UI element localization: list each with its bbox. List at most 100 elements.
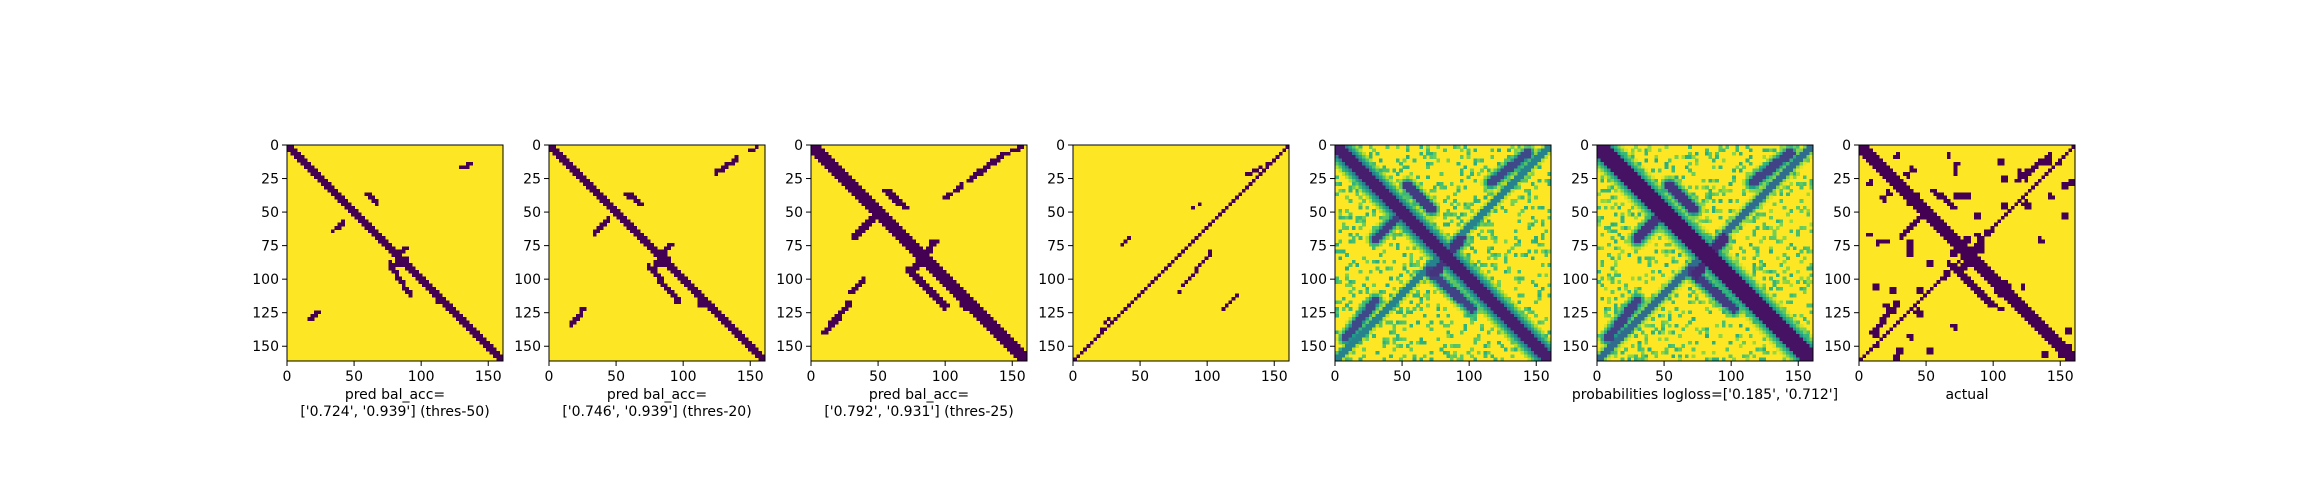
y-tick-label: 75 xyxy=(523,239,541,255)
heatmap-cells xyxy=(1859,145,2076,362)
y-tick-label: 150 xyxy=(776,339,803,355)
y-tick-label: 25 xyxy=(1571,172,1589,188)
panel-caption: pred bal_acc= xyxy=(345,387,445,403)
y-tick-label: 0 xyxy=(532,138,541,154)
y-tick-label: 75 xyxy=(785,239,803,255)
x-tick-label: 100 xyxy=(408,369,435,385)
x-tick-label: 0 xyxy=(1855,369,1864,385)
x-tick-label: 150 xyxy=(1261,369,1288,385)
heatmap-cells xyxy=(1597,145,1814,362)
y-tick-label: 125 xyxy=(1300,306,1327,322)
y-tick-label: 0 xyxy=(1056,138,1065,154)
y-tick-label: 150 xyxy=(1562,339,1589,355)
y-tick-label: 100 xyxy=(1562,272,1589,288)
x-tick-label: 50 xyxy=(607,369,625,385)
x-tick-label: 0 xyxy=(1593,369,1602,385)
x-tick-label: 100 xyxy=(1980,369,2007,385)
y-tick-label: 75 xyxy=(1309,239,1327,255)
panel-caption: pred bal_acc= xyxy=(607,387,707,403)
y-tick-label: 25 xyxy=(1309,172,1327,188)
y-tick-label: 125 xyxy=(514,306,541,322)
y-tick-label: 100 xyxy=(1038,272,1065,288)
y-tick-label: 125 xyxy=(1562,306,1589,322)
x-tick-label: 150 xyxy=(999,369,1026,385)
axes-frame xyxy=(1596,144,1814,362)
heatmap-cells xyxy=(1073,145,1290,362)
axes-frame xyxy=(548,144,766,362)
x-tick-label: 50 xyxy=(1917,369,1935,385)
y-tick-label: 0 xyxy=(1318,138,1327,154)
x-tick-label: 150 xyxy=(1523,369,1550,385)
y-tick-label: 25 xyxy=(261,172,279,188)
x-tick-label: 0 xyxy=(1331,369,1340,385)
x-tick-label: 150 xyxy=(1785,369,1812,385)
y-tick-label: 125 xyxy=(1824,306,1851,322)
panel-caption: actual xyxy=(1945,387,1988,403)
x-tick-label: 50 xyxy=(1131,369,1149,385)
y-tick-label: 50 xyxy=(261,205,279,221)
panel-caption: ['0.792', '0.931'] (thres-25) xyxy=(824,404,1013,420)
axes-frame xyxy=(1334,144,1552,362)
y-tick-label: 125 xyxy=(1038,306,1065,322)
y-tick-label: 75 xyxy=(1833,239,1851,255)
x-tick-label: 50 xyxy=(869,369,887,385)
heatmap-cells xyxy=(287,145,504,362)
y-tick-label: 100 xyxy=(252,272,279,288)
x-tick-label: 0 xyxy=(283,369,292,385)
y-tick-label: 125 xyxy=(776,306,803,322)
y-tick-label: 125 xyxy=(252,306,279,322)
panel-caption: ['0.746', '0.939'] (thres-20) xyxy=(562,404,751,420)
y-tick-label: 75 xyxy=(261,239,279,255)
y-tick-label: 100 xyxy=(1300,272,1327,288)
y-tick-label: 0 xyxy=(1842,138,1851,154)
y-tick-label: 150 xyxy=(1300,339,1327,355)
x-tick-label: 50 xyxy=(345,369,363,385)
x-tick-label: 150 xyxy=(475,369,502,385)
x-tick-label: 100 xyxy=(1718,369,1745,385)
y-tick-label: 100 xyxy=(776,272,803,288)
y-tick-label: 100 xyxy=(514,272,541,288)
axes-frame xyxy=(810,144,1028,362)
y-tick-label: 150 xyxy=(1038,339,1065,355)
y-tick-label: 150 xyxy=(252,339,279,355)
heatmap-cells xyxy=(811,145,1028,362)
x-tick-label: 100 xyxy=(670,369,697,385)
x-tick-label: 150 xyxy=(2047,369,2074,385)
y-tick-label: 50 xyxy=(1309,205,1327,221)
y-tick-label: 150 xyxy=(514,339,541,355)
y-tick-label: 50 xyxy=(1833,205,1851,221)
y-tick-label: 0 xyxy=(270,138,279,154)
axes-frame xyxy=(1072,144,1290,362)
y-tick-label: 0 xyxy=(1580,138,1589,154)
x-tick-label: 150 xyxy=(737,369,764,385)
y-tick-label: 75 xyxy=(1571,239,1589,255)
y-tick-label: 50 xyxy=(785,205,803,221)
x-tick-label: 100 xyxy=(1456,369,1483,385)
x-tick-label: 50 xyxy=(1393,369,1411,385)
y-tick-label: 25 xyxy=(1833,172,1851,188)
y-tick-label: 100 xyxy=(1824,272,1851,288)
x-tick-label: 0 xyxy=(1069,369,1078,385)
x-tick-label: 100 xyxy=(932,369,959,385)
x-tick-label: 0 xyxy=(807,369,816,385)
y-tick-label: 50 xyxy=(523,205,541,221)
panel-caption: ['0.724', '0.939'] (thres-50) xyxy=(300,404,489,420)
y-tick-label: 75 xyxy=(1047,239,1065,255)
x-tick-label: 100 xyxy=(1194,369,1221,385)
y-tick-label: 0 xyxy=(794,138,803,154)
y-tick-label: 50 xyxy=(1571,205,1589,221)
y-tick-label: 25 xyxy=(785,172,803,188)
y-tick-label: 25 xyxy=(1047,172,1065,188)
heatmap-cells xyxy=(549,145,766,362)
x-tick-label: 0 xyxy=(545,369,554,385)
axes-frame xyxy=(286,144,504,362)
y-tick-label: 50 xyxy=(1047,205,1065,221)
